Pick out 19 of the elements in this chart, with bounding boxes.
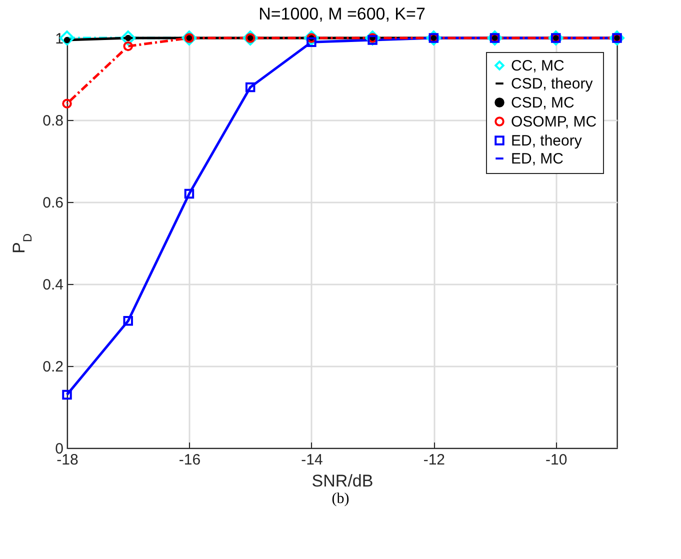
y-tick-label: 0.4 [42, 276, 64, 294]
legend-label: OSOMP, MC [511, 114, 597, 130]
y-tick-label: 0.8 [42, 112, 64, 130]
y-tick-label: 1 [55, 30, 64, 48]
y-tick-label: 0.2 [42, 358, 64, 376]
legend-label: CC, MC [511, 58, 564, 74]
x-tick-label: -16 [178, 452, 201, 468]
x-tick-label: -14 [301, 452, 323, 468]
x-tick-label: -12 [423, 452, 446, 468]
chart-title: N=1000, M =600, K=7 [258, 4, 426, 24]
legend-label: ED, MC [511, 150, 564, 168]
y-tick-label: 0.6 [42, 194, 64, 212]
x-axis-title: SNR/dB [312, 472, 374, 490]
legend-label: CSD, theory [511, 76, 594, 92]
legend-label: CSD, MC [511, 94, 574, 112]
text: (b) [330, 491, 350, 508]
legend-label: ED, theory [511, 132, 582, 150]
x-tick-label: -10 [546, 452, 568, 468]
y-tick-label: 0 [55, 440, 64, 458]
